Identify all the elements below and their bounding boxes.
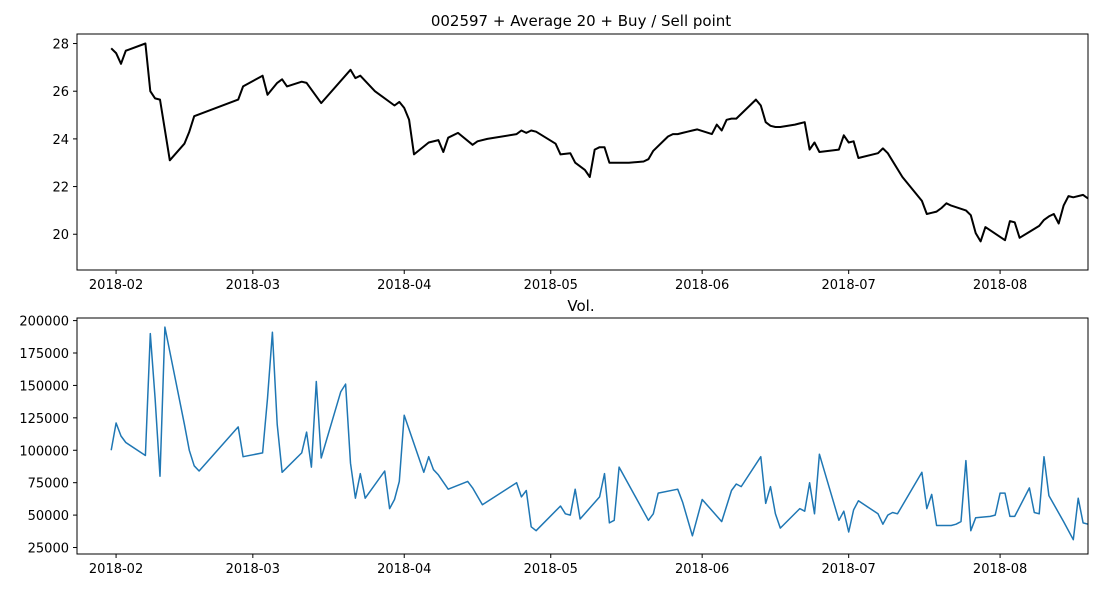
price-y-tick-label: 22 [52,181,69,196]
price-series-line [110,42,1089,243]
volume-y-tick-label: 175000 [19,347,69,362]
price-x-tick-label: 2018-08 [973,278,1027,293]
volume-y-tick-label: 25000 [28,542,69,557]
price-chart-panel: 002597 + Average 20 + Buy / Sell point 2… [52,12,1089,293]
price-chart-frame [76,33,1089,271]
volume-x-tick-label: 2018-06 [675,562,729,577]
volume-series-line [110,326,1089,541]
price-x-tick-label: 2018-02 [89,278,143,293]
volume-x-tick-label: 2018-05 [524,562,578,577]
price-x-tick-label: 2018-03 [226,278,280,293]
volume-chart-frame [76,317,1089,555]
price-x-tick-label: 2018-06 [675,278,729,293]
price-x-tick-label: 2018-05 [524,278,578,293]
price-x-tick-label: 2018-04 [377,278,431,293]
price-y-tick-label: 26 [52,85,69,100]
price-x-tick-label: 2018-07 [822,278,876,293]
price-y-tick-label: 24 [52,133,69,148]
volume-x-tick-label: 2018-02 [89,562,143,577]
volume-x-tick-label: 2018-07 [822,562,876,577]
volume-y-tick-label: 125000 [19,412,69,427]
volume-chart-title: Vol. [567,297,594,315]
volume-y-tick-label: 200000 [19,315,69,330]
volume-y-tick-label: 150000 [19,379,69,394]
volume-x-tick-label: 2018-04 [377,562,431,577]
volume-y-tick-label: 75000 [28,477,69,492]
volume-y-tick-label: 50000 [28,509,69,524]
price-y-tick-label: 28 [52,38,69,53]
volume-x-tick-label: 2018-08 [973,562,1027,577]
price-chart-title: 002597 + Average 20 + Buy / Sell point [431,12,731,30]
volume-chart-panel: Vol. 2018-02 2018-03 2018-04 2018-05 2018-06… [19,297,1089,577]
volume-x-tick-label: 2018-03 [226,562,280,577]
volume-y-tick-label: 100000 [19,444,69,459]
price-y-tick-label: 20 [52,228,69,243]
